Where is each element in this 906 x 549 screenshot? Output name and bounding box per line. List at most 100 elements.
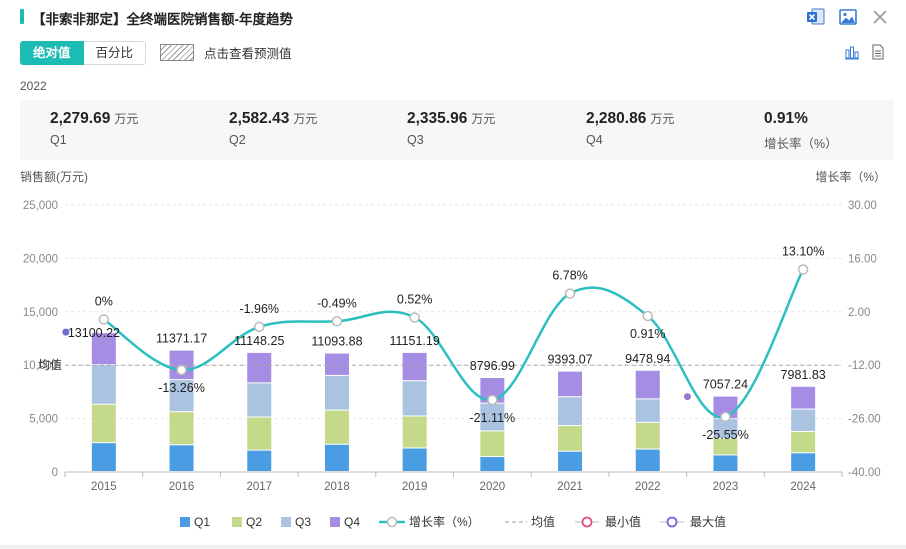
legend-label: 最小值 [605,514,641,529]
forecast-toggle[interactable]: 点击查看预测值 [160,43,292,62]
stat-unit: 万元 [114,112,139,126]
bar-q1 [169,445,194,471]
legend-swatch-q4 [330,517,340,527]
stat-unit: 万元 [471,112,496,126]
stat-q3: 2,335.96 万元 Q3 [407,110,495,147]
bar-q4 [247,352,272,383]
x-tick-label: 2019 [402,481,428,493]
bar-q2 [480,431,505,457]
stat-value: 2,280.86 [586,110,647,127]
value-mode-toggle: 绝对值 百分比 [20,41,147,65]
legend-swatch-q2 [232,517,242,527]
y-tick-label: 25,000 [23,200,58,212]
growth-label: 0.91% [630,327,665,341]
bar-q2 [791,431,816,453]
forecast-label: 点击查看预测值 [204,47,292,61]
x-tick-label: 2021 [557,481,583,493]
stat-q4: 2,280.86 万元 Q4 [586,110,674,147]
y2-tick-label: 2.00 [848,307,870,319]
forecast-hatch-swatch [160,44,194,61]
stat-q2: 2,582.43 万元 Q2 [229,110,317,147]
table-view-icon[interactable] [870,44,886,60]
x-tick-label: 2020 [480,481,506,493]
bar-q3 [635,399,660,422]
growth-point [564,288,576,299]
bar-total-label: 11371.17 [156,332,207,346]
bar-q2 [402,416,427,448]
close-icon[interactable] [870,7,890,27]
y-tick-label: 15,000 [23,307,58,319]
legend-label: Q4 [344,515,360,529]
x-tick-label: 2016 [169,481,195,493]
min-marker [683,393,691,401]
bar-q3 [402,381,427,416]
bar-q3 [247,383,272,417]
legend-label: 最大值 [690,514,726,529]
bar-q2 [558,426,583,451]
percentage-button[interactable]: 百分比 [83,41,147,65]
growth-point [176,364,187,376]
stat-value: 2,279.69 [50,110,111,127]
y2-tick-label: -40.00 [848,467,881,479]
bar-q3 [91,365,116,404]
growth-point [409,312,420,323]
x-tick-label: 2015 [91,481,117,493]
legend-ring [581,516,593,528]
y-tick-label: 10,000 [23,360,58,372]
growth-label: -0.49% [317,296,357,310]
stat-value: 2,582.43 [229,110,290,127]
absolute-value-button[interactable]: 绝对值 [20,41,84,65]
y-tick-label: 20,000 [23,253,58,265]
bar-chart-icon[interactable] [844,44,860,60]
legend-label: 增长率（%） [409,514,480,529]
stat-label: Q3 [407,133,424,147]
growth-point [98,314,110,325]
y-tick-label: 0 [52,467,58,479]
growth-label: -1.96% [239,302,279,316]
growth-label: 0.52% [397,292,432,306]
mean-label: 均值 [38,357,62,372]
bar-total-label: 7057.24 [703,378,748,392]
bar-q3 [480,403,505,431]
stat-label: Q1 [50,133,67,147]
x-tick-label: 2018 [324,481,350,493]
stat-unit: 万元 [293,112,318,126]
bar-q4 [91,333,116,365]
x-tick-label: 2023 [713,481,739,493]
growth-label: -21.11% [470,411,516,425]
bar-q3 [324,375,349,410]
bar-q2 [91,404,116,443]
y2-tick-label: 16.00 [848,253,877,265]
chart-header: 【非索非那定】全终端医院销售额-年度趋势 [0,0,906,34]
stat-q1: 2,279.69 万元 Q1 [50,110,138,147]
y-axis-title: 销售额(万元) [20,169,88,184]
legend-ring [666,516,678,528]
growth-point [487,394,498,406]
stat-label: Q2 [229,133,246,147]
excel-export-icon[interactable] [806,7,826,27]
y2-tick-label: -12.00 [848,360,881,372]
growth-label: 13.10% [782,244,824,258]
page-title: 【非索非那定】全终端医院销售额-年度趋势 [32,12,293,27]
bar-q3 [169,380,194,412]
stat-unit: 万元 [650,112,675,126]
bar-q2 [247,417,272,450]
legend-label: 均值 [531,514,555,529]
summary-year: 2022 [20,79,47,93]
y2-axis-title: 增长率（%） [815,169,886,184]
growth-point [797,264,809,275]
bar-q4 [635,370,660,399]
bar-q4 [791,386,816,409]
stat-label: 增长率（%） [764,137,838,151]
legend-growth-point [386,516,398,528]
image-export-icon[interactable] [838,7,858,27]
bar-total-label: 9478.94 [625,352,670,366]
growth-rate-line [103,268,805,419]
stat-value: 2,335.96 [407,110,468,127]
growth-point [254,321,265,333]
bar-q3 [713,419,738,438]
stat-growth: 0.91% 增长率（%） [764,110,838,152]
bar-q4 [324,353,349,375]
growth-label: -25.55% [702,428,749,442]
growth-label: 6.78% [552,269,587,283]
